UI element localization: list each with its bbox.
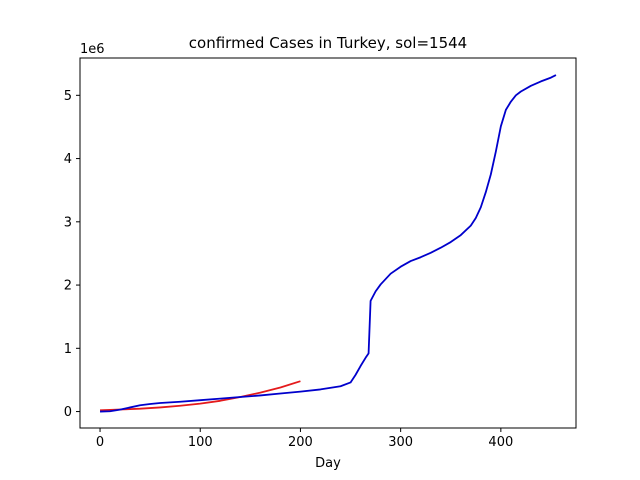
- y-tick-label: 5: [64, 89, 72, 104]
- y-tick-label: 4: [64, 152, 72, 167]
- y-tick-label: 0: [64, 405, 72, 420]
- y-axis-offset-label: 1e6: [80, 42, 105, 57]
- x-axis-label: Day: [315, 456, 341, 471]
- plot-area: 0 100 200 300 400 0 1 2 3 4 5: [64, 74, 557, 450]
- x-tick-label: 0: [96, 435, 104, 450]
- x-tick-label: 200: [288, 435, 313, 450]
- y-tick-label: 2: [64, 279, 72, 294]
- x-tick-label: 400: [488, 435, 513, 450]
- axes-frame: [79, 57, 577, 429]
- series-line-0: [100, 380, 301, 412]
- series-line-1: [100, 74, 557, 413]
- chart-title: confirmed Cases in Turkey, sol=1544: [189, 34, 467, 52]
- y-tick-label: 1: [64, 342, 72, 357]
- x-tick-label: 300: [388, 435, 413, 450]
- y-tick-label: 3: [64, 215, 72, 230]
- x-tick-label: 100: [188, 435, 213, 450]
